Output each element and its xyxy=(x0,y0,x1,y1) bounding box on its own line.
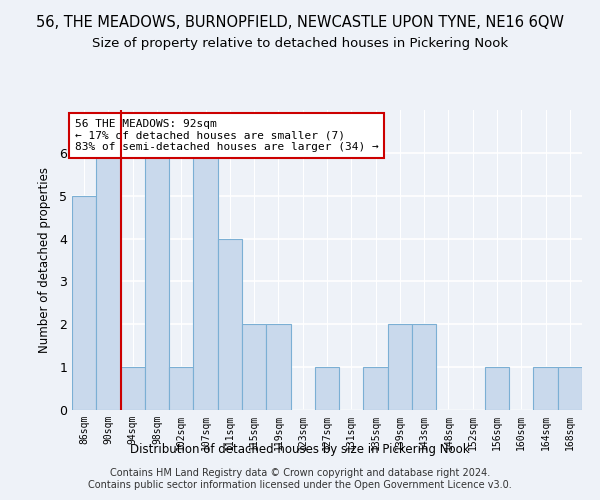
Bar xyxy=(412,324,436,410)
Text: Contains HM Land Registry data © Crown copyright and database right 2024.
Contai: Contains HM Land Registry data © Crown c… xyxy=(88,468,512,490)
Bar xyxy=(558,367,582,410)
Bar xyxy=(364,367,388,410)
Bar xyxy=(169,367,193,410)
Bar xyxy=(388,324,412,410)
Bar xyxy=(96,153,121,410)
Bar xyxy=(533,367,558,410)
Text: 56 THE MEADOWS: 92sqm
← 17% of detached houses are smaller (7)
83% of semi-detac: 56 THE MEADOWS: 92sqm ← 17% of detached … xyxy=(74,119,379,152)
Bar xyxy=(121,367,145,410)
Bar xyxy=(145,153,169,410)
Bar xyxy=(315,367,339,410)
Text: Distribution of detached houses by size in Pickering Nook: Distribution of detached houses by size … xyxy=(130,442,470,456)
Text: 56, THE MEADOWS, BURNOPFIELD, NEWCASTLE UPON TYNE, NE16 6QW: 56, THE MEADOWS, BURNOPFIELD, NEWCASTLE … xyxy=(36,15,564,30)
Bar xyxy=(193,153,218,410)
Bar xyxy=(72,196,96,410)
Bar xyxy=(218,238,242,410)
Bar xyxy=(266,324,290,410)
Text: Size of property relative to detached houses in Pickering Nook: Size of property relative to detached ho… xyxy=(92,38,508,51)
Bar xyxy=(485,367,509,410)
Y-axis label: Number of detached properties: Number of detached properties xyxy=(38,167,51,353)
Bar xyxy=(242,324,266,410)
